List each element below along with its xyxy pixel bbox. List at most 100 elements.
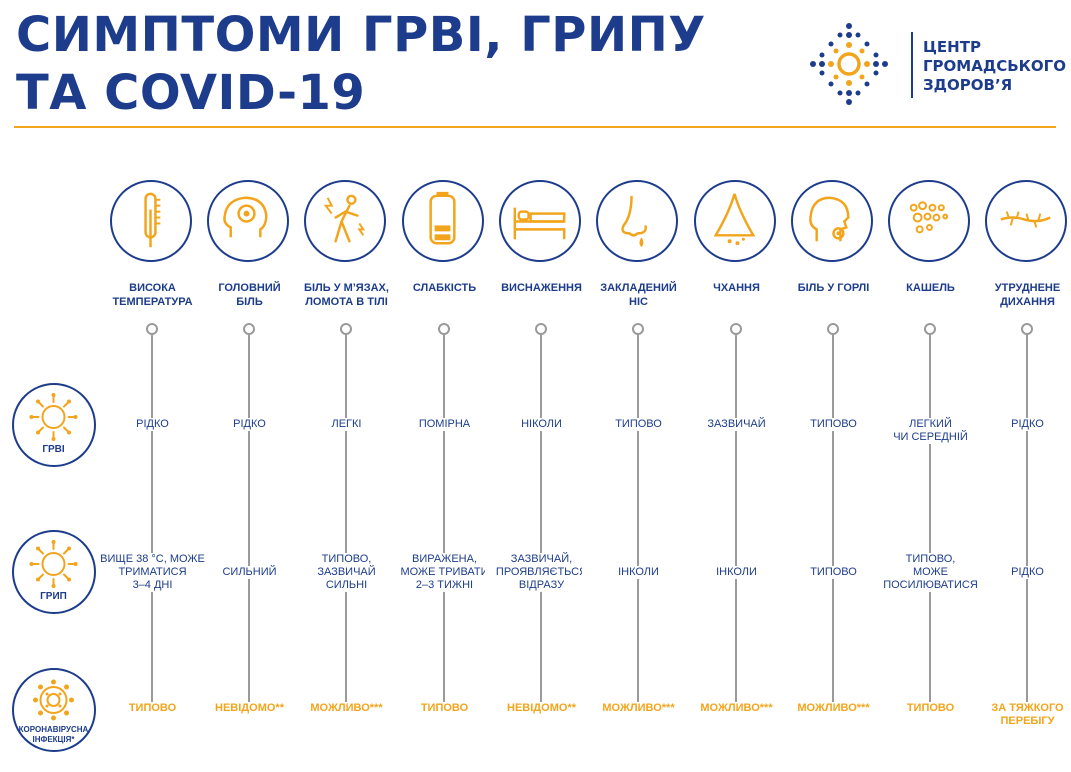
timeline-node (535, 323, 547, 335)
cell-line: ЗАЗВИЧАЙ, (510, 553, 573, 565)
cell-line: СИЛЬНІ (325, 579, 368, 591)
symptom-label-line: БІЛЬ У ГОРЛІ (797, 282, 870, 294)
symptom-label: СЛАБКІСТЬ (392, 281, 497, 295)
cell-line: НЕВІДОМО** (215, 702, 284, 714)
timeline-node (340, 323, 352, 335)
cell-line: ТИПОВО (906, 702, 955, 714)
symptom-label-line: УТРУДНЕНЕ (994, 282, 1061, 294)
symptom-label-line: ЛОМОТА В ТІЛІ (305, 296, 388, 308)
symptom-label-line: БІЛЬ (236, 296, 263, 308)
cell-line: ТИПОВО (420, 702, 469, 714)
timeline-node (827, 323, 839, 335)
cell-line: ЗАЗВИЧАЙ (317, 566, 376, 578)
cell-line: ПЕРЕБІГУ (1000, 715, 1055, 727)
symptom-column: КАШЕЛЬ ЛЕГКИЙ ЧИ СЕРЕДНІЙ ТИПОВО, МОЖЕ ПОСИЛЮ… (874, 0, 987, 772)
disease-label-arvi: ГРВІ (42, 444, 65, 455)
disease-label-covid-line-2: ІНФЕКЦІЯ* (32, 735, 75, 744)
cell-line: МОЖЛИВО*** (310, 702, 383, 714)
logo-text-line-2: ГРОМАДСЬКОГО (923, 57, 1066, 75)
symptom-icon-circle (304, 180, 386, 262)
cell-covid: ТИПОВО (96, 702, 209, 715)
timeline-node (924, 323, 936, 335)
symptom-label: УТРУДНЕНЕ ДИХАННЯ (975, 281, 1071, 309)
cell-arvi: ТИПОВО (777, 418, 890, 431)
cell-line: ПРОЯВЛЯЄТЬСЯ (495, 566, 588, 578)
cell-covid: НЕВІДОМО** (193, 702, 306, 715)
symptom-column: ВИСОКА ТЕМПЕРАТУРА РІДКО ВИЩЕ 38 °С, МОЖЕ ТР… (96, 0, 209, 772)
cell-line: РІДКО (136, 418, 169, 430)
cell-flu: ЗАЗВИЧАЙ, ПРОЯВЛЯЄТЬСЯ ВІДРАЗУ (485, 553, 598, 592)
battery-icon (429, 190, 456, 245)
symptom-column: ВИСНАЖЕННЯ НІКОЛИ ЗАЗВИЧАЙ, ПРОЯВЛЯЄТЬСЯ ВІД… (485, 0, 598, 772)
virus-icon (29, 393, 78, 441)
symptom-column: ЧХАННЯ ЗАЗВИЧАЙ ІНКОЛИ МОЖЛИВО*** (680, 0, 793, 772)
symptom-label: ЗАКЛАДЕНИЙ НІС (586, 281, 691, 309)
sore-throat-icon (809, 196, 850, 243)
symptom-label-line: ГОЛОВНИЙ (218, 282, 281, 294)
symptom-label: ГОЛОВНИЙ БІЛЬ (197, 281, 302, 309)
cell-line: ТИПОВО (615, 418, 662, 430)
cell-line: СИЛЬНИЙ (222, 566, 277, 578)
cell-covid: НЕВІДОМО** (485, 702, 598, 715)
timeline-line (929, 335, 931, 705)
cell-line: ВИРАЖЕНА, (411, 553, 477, 565)
cell-flu: ВИРАЖЕНА, МОЖЕ ТРИВАТИ 2–3 ТИЖНІ (388, 553, 501, 592)
nose-icon (621, 194, 647, 249)
logo: ЦЕНТР ГРОМАДСЬКОГО ЗДОРОВ’Я (805, 20, 1066, 110)
cell-arvi: ЗАЗВИЧАЙ (680, 418, 793, 431)
cell-line: ТИПОВО (810, 566, 857, 578)
cell-flu: РІДКО (971, 566, 1071, 579)
cell-flu: ТИПОВО, ЗАЗВИЧАЙ СИЛЬНІ (290, 553, 403, 592)
cell-arvi: ЛЕГКІ (290, 418, 403, 431)
disease-label-covid-line-1: КОРОНАВІРУСНА (18, 725, 89, 734)
cell-arvi: РІДКО (96, 418, 209, 431)
cell-covid: МОЖЛИВО*** (582, 702, 695, 715)
cell-line: 2–3 ТИЖНІ (415, 579, 474, 591)
timeline-node (146, 323, 158, 335)
symptom-column: БІЛЬ У ГОРЛІ ТИПОВО ТИПОВО МОЖЛИВО*** (777, 0, 890, 772)
cell-flu: СИЛЬНИЙ (193, 566, 306, 579)
cell-line: НЕВІДОМО** (507, 702, 576, 714)
cell-line: ТРИМАТИСЯ (118, 566, 187, 578)
symptom-label-line: ДИХАННЯ (1000, 296, 1055, 308)
cell-line: МОЖЕ (913, 566, 948, 578)
symptom-label-line: ВИСНАЖЕННЯ (501, 282, 582, 294)
cell-line: РІДКО (1011, 418, 1044, 430)
cell-flu: ІНКОЛИ (582, 566, 695, 579)
timeline-node (730, 323, 742, 335)
symptom-icon-circle (985, 180, 1067, 262)
cell-line: ЗАЗВИЧАЙ (707, 418, 766, 430)
cell-line: ТИПОВО, (905, 553, 956, 565)
symptom-label: ВИСНАЖЕННЯ (489, 281, 594, 295)
timeline-line (540, 335, 542, 705)
cell-flu: ТИПОВО (777, 566, 890, 579)
cell-covid: МОЖЛИВО*** (777, 702, 890, 715)
symptom-label: ЧХАННЯ (684, 281, 789, 295)
cell-arvi: ТИПОВО (582, 418, 695, 431)
cell-line: РІДКО (233, 418, 266, 430)
thermometer-icon (144, 192, 162, 249)
cell-line: ПОСИЛЮВАТИСЯ (883, 579, 978, 591)
cell-line: НІКОЛИ (521, 418, 562, 430)
cell-line: ТИПОВО (128, 702, 177, 714)
symptom-icon-circle (694, 180, 776, 262)
cell-covid: МОЖЛИВО*** (290, 702, 403, 715)
logo-text: ЦЕНТР ГРОМАДСЬКОГО ЗДОРОВ’Я (923, 38, 1066, 95)
symptom-column: ЗАКЛАДЕНИЙ НІС ТИПОВО ІНКОЛИ МОЖЛИВО*** (582, 0, 695, 772)
cell-line: ЛЕГКИЙ (909, 418, 952, 430)
symptom-column: ГОЛОВНИЙ БІЛЬ РІДКО СИЛЬНИЙ НЕВІДОМО** (193, 0, 306, 772)
symptom-label-line: БІЛЬ У М’ЯЗАХ, (304, 282, 389, 294)
sneeze-icon (714, 192, 755, 247)
cell-covid: ЗА ТЯЖКОГО ПЕРЕБІГУ (971, 702, 1071, 728)
symptom-icon-circle (402, 180, 484, 262)
symptom-column: УТРУДНЕНЕ ДИХАННЯ РІДКО РІДКО ЗА ТЯЖКОГО ПЕРЕ… (971, 0, 1071, 772)
symptom-icon-circle (888, 180, 970, 262)
cell-covid: ТИПОВО (874, 702, 987, 715)
disease-label-flu: ГРИП (40, 591, 67, 602)
logo-text-line-1: ЦЕНТР (923, 38, 981, 56)
cell-line: ВИЩЕ 38 °С, МОЖЕ (100, 553, 205, 565)
cell-flu: ІНКОЛИ (680, 566, 793, 579)
cell-arvi: ПОМІРНА (388, 418, 501, 431)
logo-separator (911, 32, 913, 98)
cell-line: ТИПОВО, (321, 553, 372, 565)
